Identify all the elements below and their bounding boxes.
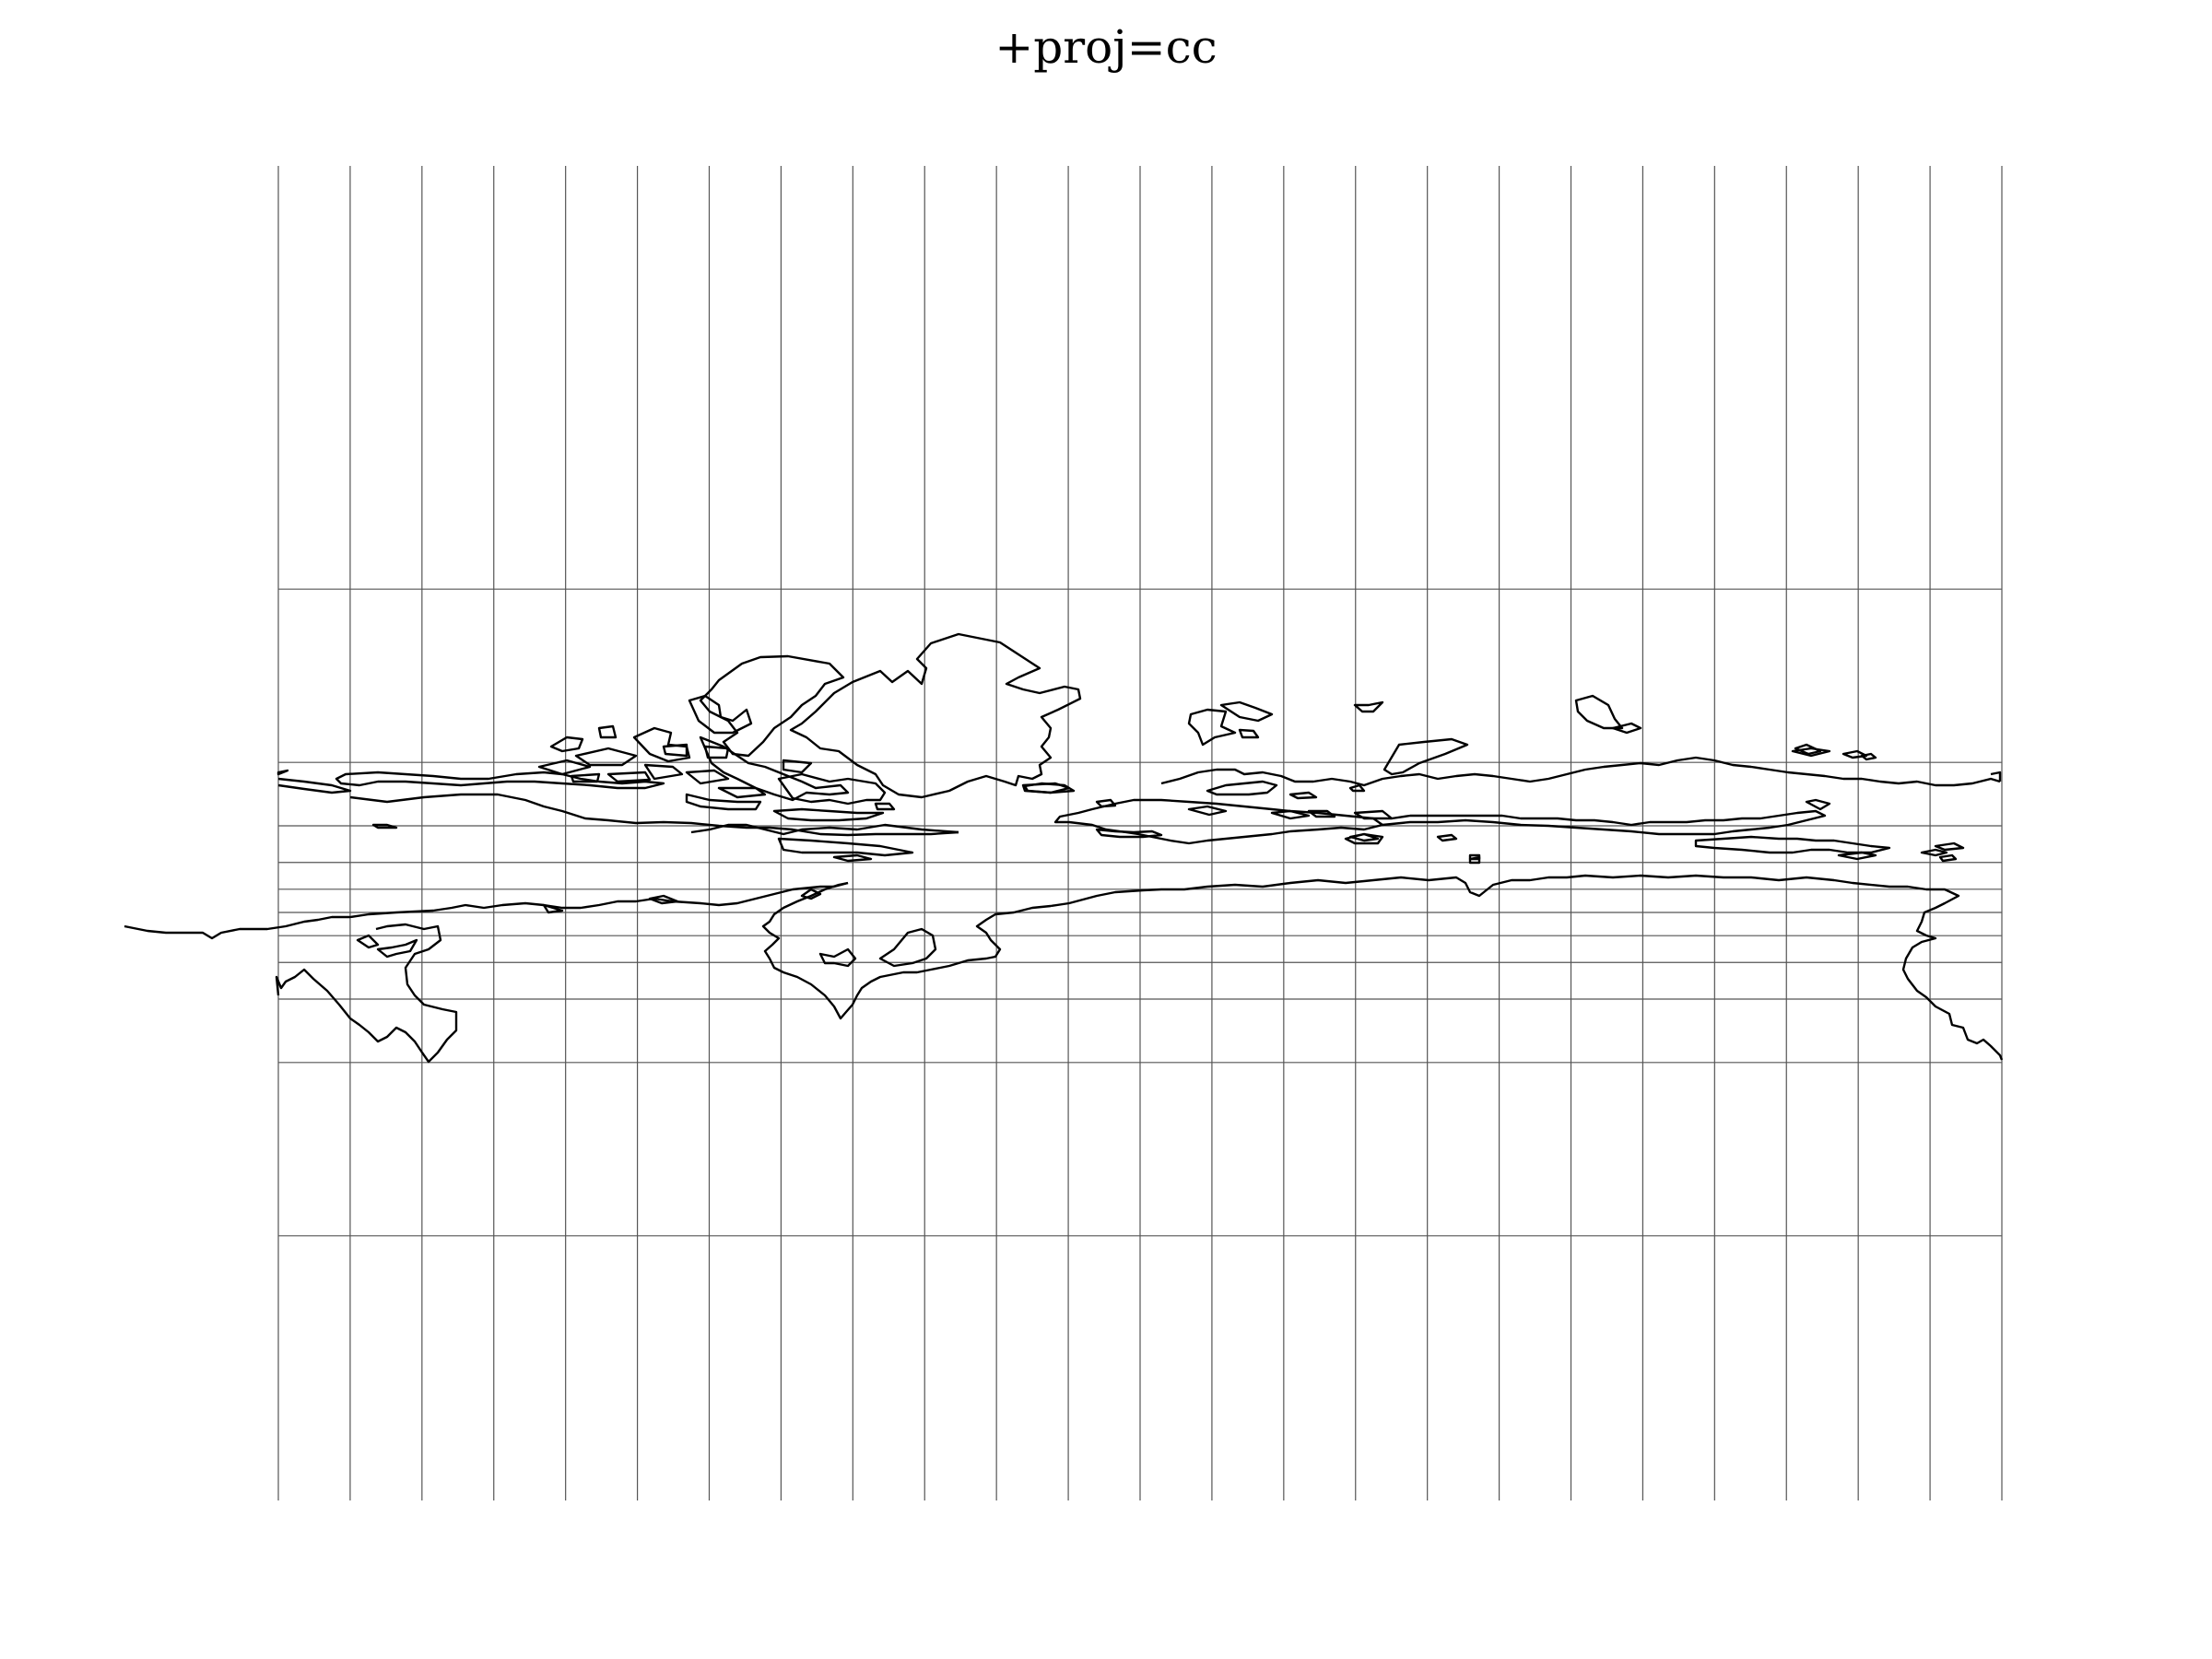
coastline-newfoundland	[772, 807, 885, 822]
coastline-south-piece-b	[542, 903, 564, 914]
coastline-island-s	[1288, 791, 1318, 800]
coastline-island-t	[1348, 783, 1366, 793]
coastline-island-ai	[1468, 853, 1481, 861]
coastline-japan	[1805, 798, 1831, 811]
coastline-island-f	[685, 769, 730, 785]
coastline-island-o	[1219, 700, 1274, 723]
coastline-south-band-c	[761, 881, 1052, 1020]
coastline-indochina	[1694, 835, 1891, 854]
coastline-greenland	[789, 632, 1082, 799]
coastline-labrador	[685, 793, 762, 811]
coastline-mid-strip-a	[777, 837, 914, 857]
coastline-island-v	[1187, 805, 1228, 817]
coastline-mid-strip-c	[1348, 832, 1380, 842]
coastline-island-a	[549, 735, 584, 753]
coastline-island-j	[606, 771, 652, 783]
coastline-antarctic-peninsula	[275, 923, 458, 1064]
coastline-island-ae	[1938, 853, 1958, 863]
coastline-south-island-a	[818, 947, 857, 968]
coastline-ross-island	[878, 927, 937, 968]
coastline-mid-strip-b	[1095, 828, 1163, 839]
coastline-island-ag	[1860, 752, 1877, 761]
coastline-island-e	[643, 763, 684, 781]
coastline-island-u	[1095, 798, 1117, 808]
coastline-island-r	[371, 823, 398, 830]
coastline-south-band-b	[1050, 874, 2004, 1061]
coastline-eurasia-north	[1160, 756, 2001, 787]
graticule	[277, 166, 2003, 1500]
coastline-island-m	[874, 802, 896, 811]
coastline-south-piece-a	[376, 938, 418, 959]
coastline-svalbard	[1187, 708, 1237, 747]
coastline-hudson-bay-coast	[777, 772, 887, 806]
coastline-island-d	[597, 724, 618, 739]
coastline-island-c	[537, 759, 592, 776]
coastline-iceland	[1023, 782, 1076, 794]
coastline-new-siberian	[1791, 747, 1831, 758]
coastlines	[124, 632, 2004, 1064]
coastline-east-right	[1990, 771, 2002, 782]
coastline-island-w	[1270, 809, 1311, 820]
coastline-franz-josef	[1353, 700, 1384, 713]
coastline-south-bay	[800, 888, 822, 900]
coastline-island-l	[782, 759, 813, 774]
coastline-island-g	[703, 745, 730, 759]
coastline-island-h	[662, 743, 688, 758]
coastline-island-ab	[1837, 851, 1877, 861]
coastline-north-band-b	[335, 771, 665, 790]
coastline-north-band-a	[277, 777, 352, 794]
coastline-devon	[688, 694, 753, 735]
coastline-island-ah	[832, 853, 873, 863]
coastline-novaya-zemlya	[1382, 737, 1469, 776]
coastline-south-island-b	[356, 934, 380, 949]
coastline-south-band	[124, 881, 849, 940]
coastline-island-z	[1436, 833, 1458, 842]
coastline-north-band-west	[276, 769, 289, 776]
coastline-island-b	[574, 747, 638, 767]
coastline-asia-east	[1382, 809, 1827, 836]
coastline-scandinavia	[1206, 780, 1278, 796]
coastline-baffin	[699, 735, 850, 802]
coastline-island-i	[717, 786, 767, 799]
coastline-island-ac	[1920, 848, 1948, 857]
coastline-island-af	[1794, 743, 1822, 756]
coastline-island-aa	[1468, 855, 1481, 865]
coastline-ellesmere	[699, 654, 845, 758]
coastline-central-band	[690, 823, 959, 836]
coastline-island-p	[1238, 728, 1260, 739]
coastline-north-america-coast	[349, 793, 959, 837]
coastline-island-q	[1611, 722, 1642, 735]
coastline-island-x	[1307, 809, 1336, 818]
coastline-baltic	[1053, 798, 1384, 845]
map-title: +proj=cc	[994, 20, 1218, 74]
coastline-island-ad	[1934, 841, 1965, 852]
coastline-island-y	[1353, 809, 1394, 820]
coastline-south-piece-c	[648, 894, 679, 905]
coastline-severnaya-zemlya	[1574, 694, 1624, 730]
